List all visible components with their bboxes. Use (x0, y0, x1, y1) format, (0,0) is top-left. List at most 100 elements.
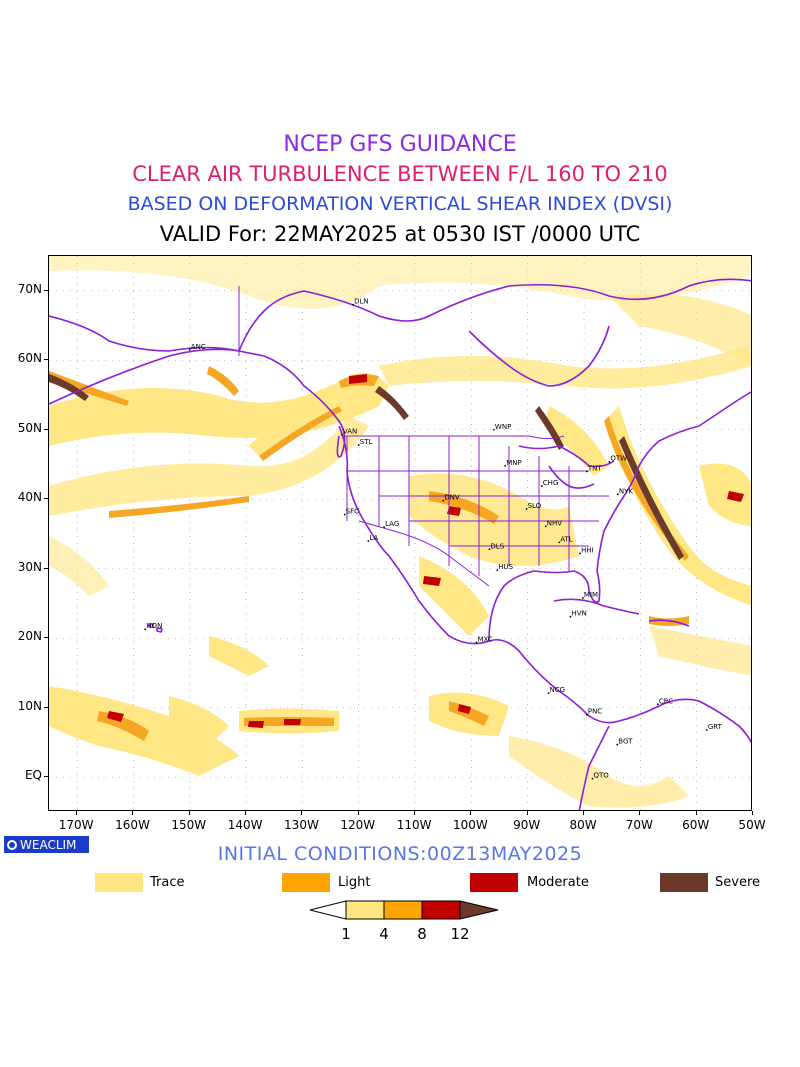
longitude-tick (357, 811, 359, 815)
chart-title: NCEP GFS GUIDANCE (283, 132, 517, 157)
city-label: PNC (588, 708, 602, 716)
longitude-tick (695, 811, 697, 815)
city-label: HVN (572, 610, 587, 618)
colorbar-tick-label: 1 (341, 925, 351, 943)
longitude-tick (752, 811, 753, 815)
city-dot (475, 641, 478, 644)
city-dot (656, 703, 659, 706)
colorbar-high-arrow (459, 900, 499, 920)
city-dot (579, 552, 581, 555)
city-label: LA (369, 534, 378, 542)
city-dot (144, 628, 147, 631)
latitude-label: 50N (17, 420, 42, 435)
latitude-label: 70N (17, 281, 42, 296)
colorbar-tick-label: 4 (379, 925, 389, 943)
longitude-label: 130W (284, 818, 319, 832)
longitude-tick (76, 811, 78, 815)
latitude-label: EQ (24, 768, 42, 783)
city-label: DNV (444, 494, 460, 502)
coastlines (49, 278, 751, 810)
longitude-tick (132, 811, 134, 815)
longitude-tick (245, 811, 247, 815)
city-dot (488, 548, 491, 551)
latitude-label: 20N (17, 629, 42, 644)
colorbar-low-arrow (309, 900, 347, 920)
colorbar-segment (421, 900, 461, 920)
latitude-label: 60N (17, 351, 42, 366)
colorbar-tick-label: 12 (450, 925, 470, 943)
latitude-label: 10N (17, 698, 42, 713)
city-label: VAN (343, 428, 357, 436)
longitude-label: 90W (513, 818, 541, 832)
valid-time: VALID For: 22MAY2025 at 0530 IST /0000 U… (159, 222, 641, 246)
logo-ring-icon (7, 839, 17, 850)
legend-swatch-severe (660, 873, 708, 892)
latitude-tick (44, 498, 48, 500)
longitude-tick (526, 811, 528, 815)
city-dot (504, 464, 507, 467)
turbulence-map[interactable]: ANC DLN VAN STL WNP MNP CHG TNT OTW NYK DNV SFC LAG L… (48, 255, 752, 811)
longitude-label: 170W (58, 818, 94, 832)
city-dot (616, 743, 619, 746)
city-label: NCG (550, 686, 566, 694)
city-label: HUS (498, 563, 513, 571)
colorbar (309, 900, 499, 920)
city-label: ATL (560, 535, 573, 543)
city-label: CHG (543, 479, 559, 487)
city-dot (705, 729, 708, 731)
legend-label-moderate: Moderate (527, 875, 589, 890)
city-label: OTW (610, 455, 627, 463)
city-dot (525, 508, 528, 510)
longitude-label: 120W (340, 818, 376, 832)
city-label: CRC (659, 697, 673, 705)
legend-label-light: Light (338, 875, 371, 890)
city-dot (357, 444, 360, 446)
city-label: NHV (547, 519, 563, 527)
latitude-tick (44, 567, 48, 569)
city-dot (493, 428, 495, 431)
latitude-tick (44, 706, 48, 708)
city-dot (547, 692, 550, 695)
chart-subtitle-product: CLEAR AIR TURBULENCE BETWEEN F/L 160 TO … (132, 162, 668, 186)
city-dot (608, 460, 611, 463)
city-dot (616, 493, 619, 496)
city-label: HON (146, 622, 162, 630)
city-label: WNP (495, 423, 511, 431)
turbulence-moderate-areas (107, 374, 744, 728)
city-dot (383, 526, 386, 528)
longitude-tick (470, 811, 472, 815)
city-dot (367, 540, 370, 542)
longitude-label: 160W (115, 818, 150, 832)
city-label: STL (360, 438, 373, 446)
colorbar-segment (383, 900, 423, 920)
legend-swatch-light (282, 873, 330, 892)
longitude-label: 80W (569, 818, 597, 832)
city-label: DLN (354, 298, 369, 306)
logo-text: WEACLIM (20, 837, 77, 852)
longitude-tick (414, 811, 416, 815)
city-dot (544, 525, 547, 528)
city-dot (540, 485, 543, 487)
city-label: DLS (490, 542, 504, 550)
longitude-label: 70W (625, 818, 653, 832)
longitude-label: 100W (453, 818, 488, 832)
legend-label-severe: Severe (715, 875, 760, 890)
city-dot (343, 513, 346, 516)
city-dot (569, 615, 572, 618)
city-label: GRT (708, 723, 723, 731)
longitude-label: 110W (396, 818, 432, 832)
political-borders (238, 286, 609, 587)
legend-label-trace: Trace (150, 875, 185, 890)
latitude-tick (44, 289, 48, 291)
city-label: NYK (619, 487, 634, 495)
city-dot (442, 499, 445, 502)
longitude-label: 150W (171, 818, 207, 832)
city-dot (558, 541, 561, 544)
city-label: LAG (385, 520, 399, 528)
colorbar-tick-label: 8 (417, 925, 427, 943)
latitude-tick (44, 637, 48, 639)
legend-swatch-trace (95, 873, 143, 892)
longitude-label: 60W (682, 818, 710, 832)
